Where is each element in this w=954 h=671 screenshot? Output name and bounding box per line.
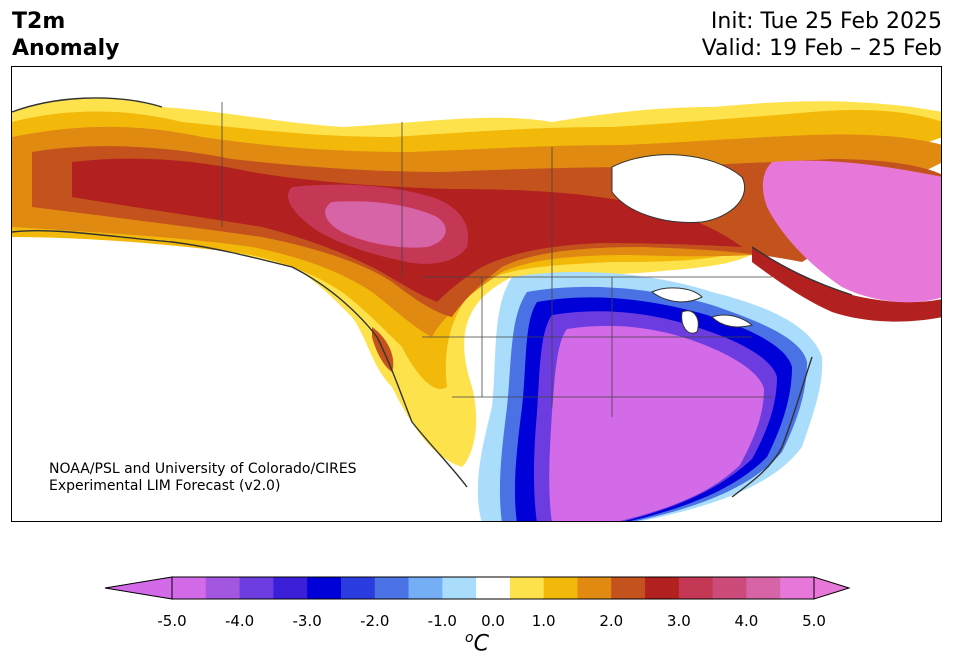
great-lakes [651, 287, 754, 334]
warm-core-pink [325, 201, 446, 248]
anomaly-map-canvas [12, 97, 941, 521]
cold-core-violet [549, 325, 764, 521]
colorbar-unit: oC [465, 630, 489, 656]
colorbar-segment [712, 577, 747, 599]
colorbar-tick-label: 4.0 [734, 612, 759, 630]
colorbar-segment [678, 577, 714, 599]
credit-line1: NOAA/PSL and University of Colorado/CIRE… [49, 461, 357, 477]
colorbar-segments [172, 577, 815, 599]
colorbar-tick-label: 5.0 [802, 612, 826, 630]
colorbar-segment [577, 577, 612, 599]
colorbar-tick-label: -2.0 [360, 612, 390, 630]
colorbar-segment [746, 577, 781, 599]
variable-title: T2m Anomaly [12, 8, 119, 62]
warm-east-red [752, 247, 941, 322]
colorbar-segment [239, 577, 274, 599]
colorbar-segment [442, 577, 477, 599]
colorbar-unit-letter: C [473, 631, 489, 657]
variable-title-line1: T2m [12, 9, 66, 34]
colorbar-segment [645, 577, 680, 599]
colorbar-tick-label: 0.0 [481, 612, 505, 630]
colorbar-under-arrow [104, 576, 173, 600]
colorbar-segment [374, 577, 410, 599]
colorbar-segment [543, 577, 578, 599]
init-date: Init: Tue 25 Feb 2025 [710, 9, 942, 34]
anomaly-map [11, 66, 942, 522]
credit-text: NOAA/PSL and University of Colorado/CIRE… [49, 461, 357, 495]
variable-title-line2: Anomaly [12, 36, 120, 61]
colorbar-tick-label: -4.0 [224, 612, 255, 630]
warm-east-magenta [762, 160, 941, 303]
colorbar-segment [340, 577, 376, 599]
colorbar-segment [172, 577, 207, 599]
colorbar-segment [476, 577, 511, 599]
colorbar-segment [611, 577, 646, 599]
colorbar-segment [205, 577, 241, 599]
colorbar-tick-label: 1.0 [531, 612, 556, 630]
colorbar-segment [408, 577, 443, 599]
colorbar-over-arrow [813, 576, 851, 600]
colorbar-segment [509, 577, 545, 599]
colorbar-unit-degree: o [465, 630, 474, 646]
credit-line2: Experimental LIM Forecast (v2.0) [49, 478, 281, 494]
date-title: Init: Tue 25 Feb 2025 Valid: 19 Feb – 25… [702, 8, 942, 62]
hudson-bay [611, 154, 746, 223]
colorbar-tick-label: -3.0 [292, 612, 322, 630]
colorbar-segment [780, 577, 815, 599]
valid-range: Valid: 19 Feb – 25 Feb [701, 36, 942, 61]
colorbar-outline [171, 576, 815, 600]
coastlines [12, 97, 853, 498]
borders [221, 102, 772, 417]
colorbar-segment [307, 577, 342, 599]
colorbar-tick-label: -1.0 [427, 612, 457, 630]
colorbar-tick-label: 3.0 [666, 612, 691, 630]
colorbar-tick-label: 2.0 [599, 612, 624, 630]
colorbar [104, 576, 851, 600]
colorbar-tick-label: -5.0 [157, 612, 187, 630]
colorbar-segment [273, 577, 308, 599]
